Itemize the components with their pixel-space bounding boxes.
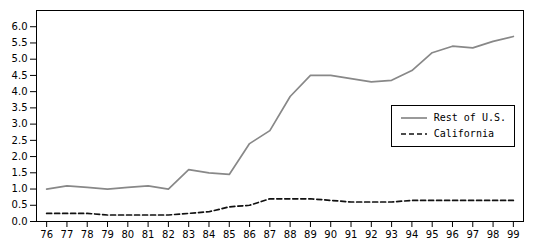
svg-text:85: 85 [223, 229, 236, 240]
svg-text:6.0: 6.0 [12, 21, 28, 32]
svg-text:80: 80 [121, 229, 134, 240]
svg-text:98: 98 [487, 229, 500, 240]
svg-text:93: 93 [385, 229, 398, 240]
svg-text:0.5: 0.5 [12, 199, 28, 210]
svg-text:5.5: 5.5 [12, 37, 28, 48]
svg-text:94: 94 [406, 229, 419, 240]
svg-text:4.0: 4.0 [12, 86, 28, 97]
svg-text:3.5: 3.5 [12, 102, 28, 113]
svg-text:88: 88 [284, 229, 297, 240]
svg-text:82: 82 [162, 229, 175, 240]
svg-text:87: 87 [263, 229, 276, 240]
html-text:California: California [433, 128, 494, 139]
svg-text:95: 95 [426, 229, 439, 240]
svg-text:90: 90 [324, 229, 337, 240]
svg-text:2.5: 2.5 [12, 135, 28, 146]
svg-text:1.5: 1.5 [12, 167, 28, 178]
svg-text:3.0: 3.0 [12, 118, 28, 129]
svg-text:76: 76 [40, 229, 53, 240]
svg-text:81: 81 [142, 229, 155, 240]
svg-text:89: 89 [304, 229, 317, 240]
svg-text:91: 91 [345, 229, 358, 240]
svg-text:79: 79 [101, 229, 114, 240]
svg-text:78: 78 [81, 229, 94, 240]
svg-text:96: 96 [446, 229, 459, 240]
svg-text:77: 77 [61, 229, 74, 240]
svg-text:84: 84 [203, 229, 216, 240]
svg-text:86: 86 [243, 229, 256, 240]
svg-text:2.0: 2.0 [12, 151, 28, 162]
svg-text:92: 92 [365, 229, 378, 240]
html-text:Rest of U.S.: Rest of U.S. [433, 112, 506, 123]
svg-text:5.0: 5.0 [12, 53, 28, 64]
svg-text:83: 83 [182, 229, 195, 240]
svg-text:0.0: 0.0 [12, 216, 28, 227]
svg-text:99: 99 [507, 229, 520, 240]
svg-text:1.0: 1.0 [12, 183, 28, 194]
svg-text:4.5: 4.5 [12, 70, 28, 81]
svg-text:97: 97 [466, 229, 479, 240]
